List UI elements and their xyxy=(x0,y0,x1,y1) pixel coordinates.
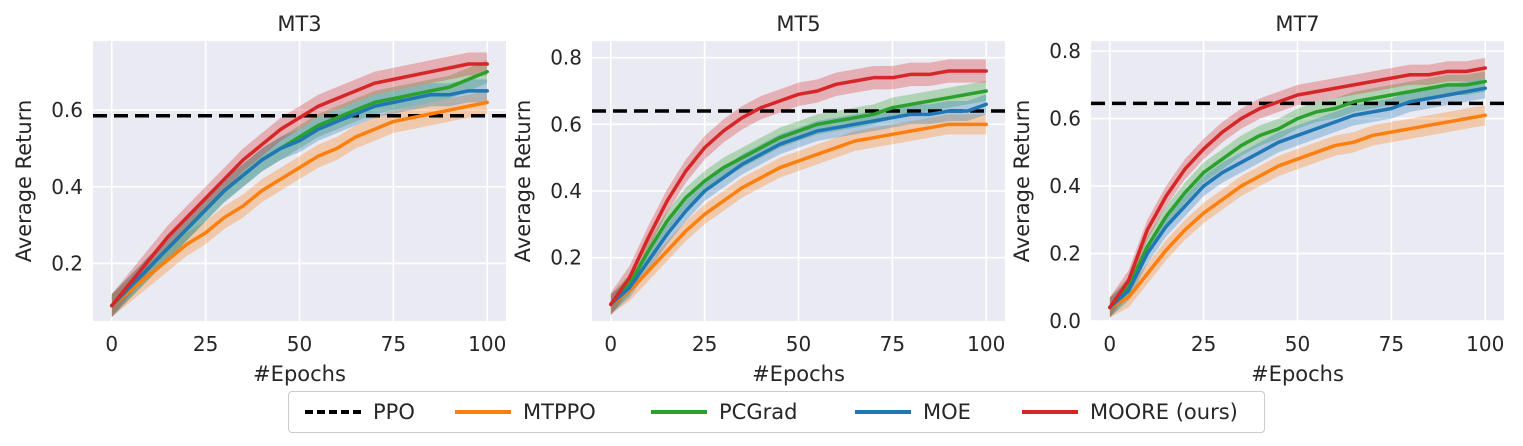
y-tick-label-mt7: 0.6 xyxy=(1049,107,1081,131)
legend-label-mtppo: MTPPO xyxy=(523,400,596,424)
band-mtppo-mt3 xyxy=(111,90,488,318)
x-tick-label-mt7: 50 xyxy=(1285,332,1310,356)
x-tick-label-mt5: 25 xyxy=(692,332,717,356)
y-tick-label-mt7: 0.4 xyxy=(1049,174,1081,198)
y-tick-label-mt5: 0.4 xyxy=(550,179,582,203)
chart-title-mt7: MT7 xyxy=(1275,12,1319,36)
chart-panel-mt7: 0 25 50 75 100 0.0 0.2 0.4 0.6 0.8 MT7 #Epochs A… xyxy=(1010,12,1504,386)
series-line-moore-ours-mt3 xyxy=(110,62,489,308)
x-tick-label-mt3: 75 xyxy=(381,332,406,356)
chart-panel-mt3: 0 25 50 75 100 0.2 0.4 0.6 MT3 #Epochs Average… xyxy=(12,12,506,386)
legend-item-mtppo: MTPPO xyxy=(455,392,596,432)
y-tick-label-mt3: 0.4 xyxy=(51,175,83,199)
x-tick-label-mt7: 25 xyxy=(1191,332,1216,356)
series-line-moe-mt7 xyxy=(1108,86,1487,310)
y-tick-label-mt3: 0.2 xyxy=(51,251,83,275)
legend-label-ppo: PPO xyxy=(373,400,415,424)
series-line-moe-mt5 xyxy=(609,102,988,307)
x-tick-label-mt3: 25 xyxy=(193,332,218,356)
y-axis-label-mt3: Average Return xyxy=(12,100,36,263)
y-tick-label-mt5: 0.2 xyxy=(550,246,582,270)
y-tick-label-mt3: 0.6 xyxy=(51,98,83,122)
x-axis-label-mt3: #Epochs xyxy=(253,362,346,386)
legend-item-moe: MOE xyxy=(855,392,971,432)
series-line-pcgrad-mt5 xyxy=(609,89,988,307)
x-tick-label-mt7: 100 xyxy=(1466,332,1504,356)
x-tick-label-mt5: 0 xyxy=(604,332,617,356)
band-moe-mt7 xyxy=(1109,78,1486,318)
x-tick-label-mt3: 50 xyxy=(287,332,312,356)
series-line-pcgrad-mt7 xyxy=(1108,79,1487,310)
chart-title-mt3: MT3 xyxy=(277,12,321,36)
chart-panel-mt5: 0 25 50 75 100 0.2 0.4 0.6 0.8 MT5 #Epochs Aver… xyxy=(511,12,1005,386)
x-tick-label-mt7: 75 xyxy=(1379,332,1404,356)
legend-swatch-ppo xyxy=(305,410,361,414)
legend-swatch-moe xyxy=(855,410,911,414)
series-line-moore-ours-mt5 xyxy=(609,69,988,307)
x-axis-label-mt7: #Epochs xyxy=(1251,362,1344,386)
series-line-mtppo-mt7 xyxy=(1108,113,1487,310)
legend-swatch-pcgrad xyxy=(651,410,707,414)
band-mtppo-mt7 xyxy=(1109,105,1486,318)
legend-item-ppo: PPO xyxy=(305,392,415,432)
legend-item-pcgrad: PCGrad xyxy=(651,392,797,432)
y-tick-label-mt7: 0.2 xyxy=(1049,242,1081,266)
band-mtppo-mt5 xyxy=(610,114,987,315)
series-line-moore-ours-mt7 xyxy=(1108,66,1487,310)
legend-item-moore: MOORE (ours) xyxy=(1022,392,1238,432)
x-tick-label-mt5: 75 xyxy=(880,332,905,356)
x-tick-label-mt3: 100 xyxy=(468,332,506,356)
legend-label-pcgrad: PCGrad xyxy=(719,400,798,424)
band-moore-ours-mt3 xyxy=(111,52,488,318)
x-axis-label-mt5: #Epochs xyxy=(752,362,845,386)
x-tick-label-mt7: 0 xyxy=(1103,332,1116,356)
y-tick-label-mt7: 0.8 xyxy=(1049,39,1081,63)
chart-title-mt5: MT5 xyxy=(776,12,820,36)
legend-label-moore: MOORE (ours) xyxy=(1090,400,1238,424)
legend-label-moe: MOE xyxy=(923,400,971,424)
series-line-moe-mt3 xyxy=(110,89,489,308)
y-tick-label-mt5: 0.6 xyxy=(550,112,582,136)
x-tick-label-mt3: 0 xyxy=(105,332,118,356)
legend-swatch-moore xyxy=(1022,410,1078,414)
legend: PPO MTPPO PCGrad MOE MOORE (ours) xyxy=(288,391,1265,433)
series-line-mtppo-mt5 xyxy=(609,122,988,307)
y-axis-label-mt7: Average Return xyxy=(1010,100,1034,263)
series-line-mtppo-mt3 xyxy=(110,100,489,308)
legend-swatch-mtppo xyxy=(455,410,511,414)
y-axis-label-mt5: Average Return xyxy=(511,100,535,263)
y-tick-label-mt7: 0.0 xyxy=(1049,309,1081,333)
band-moe-mt3 xyxy=(111,79,488,318)
y-tick-label-mt5: 0.8 xyxy=(550,46,582,70)
x-tick-label-mt5: 50 xyxy=(786,332,811,356)
x-tick-label-mt5: 100 xyxy=(967,332,1005,356)
